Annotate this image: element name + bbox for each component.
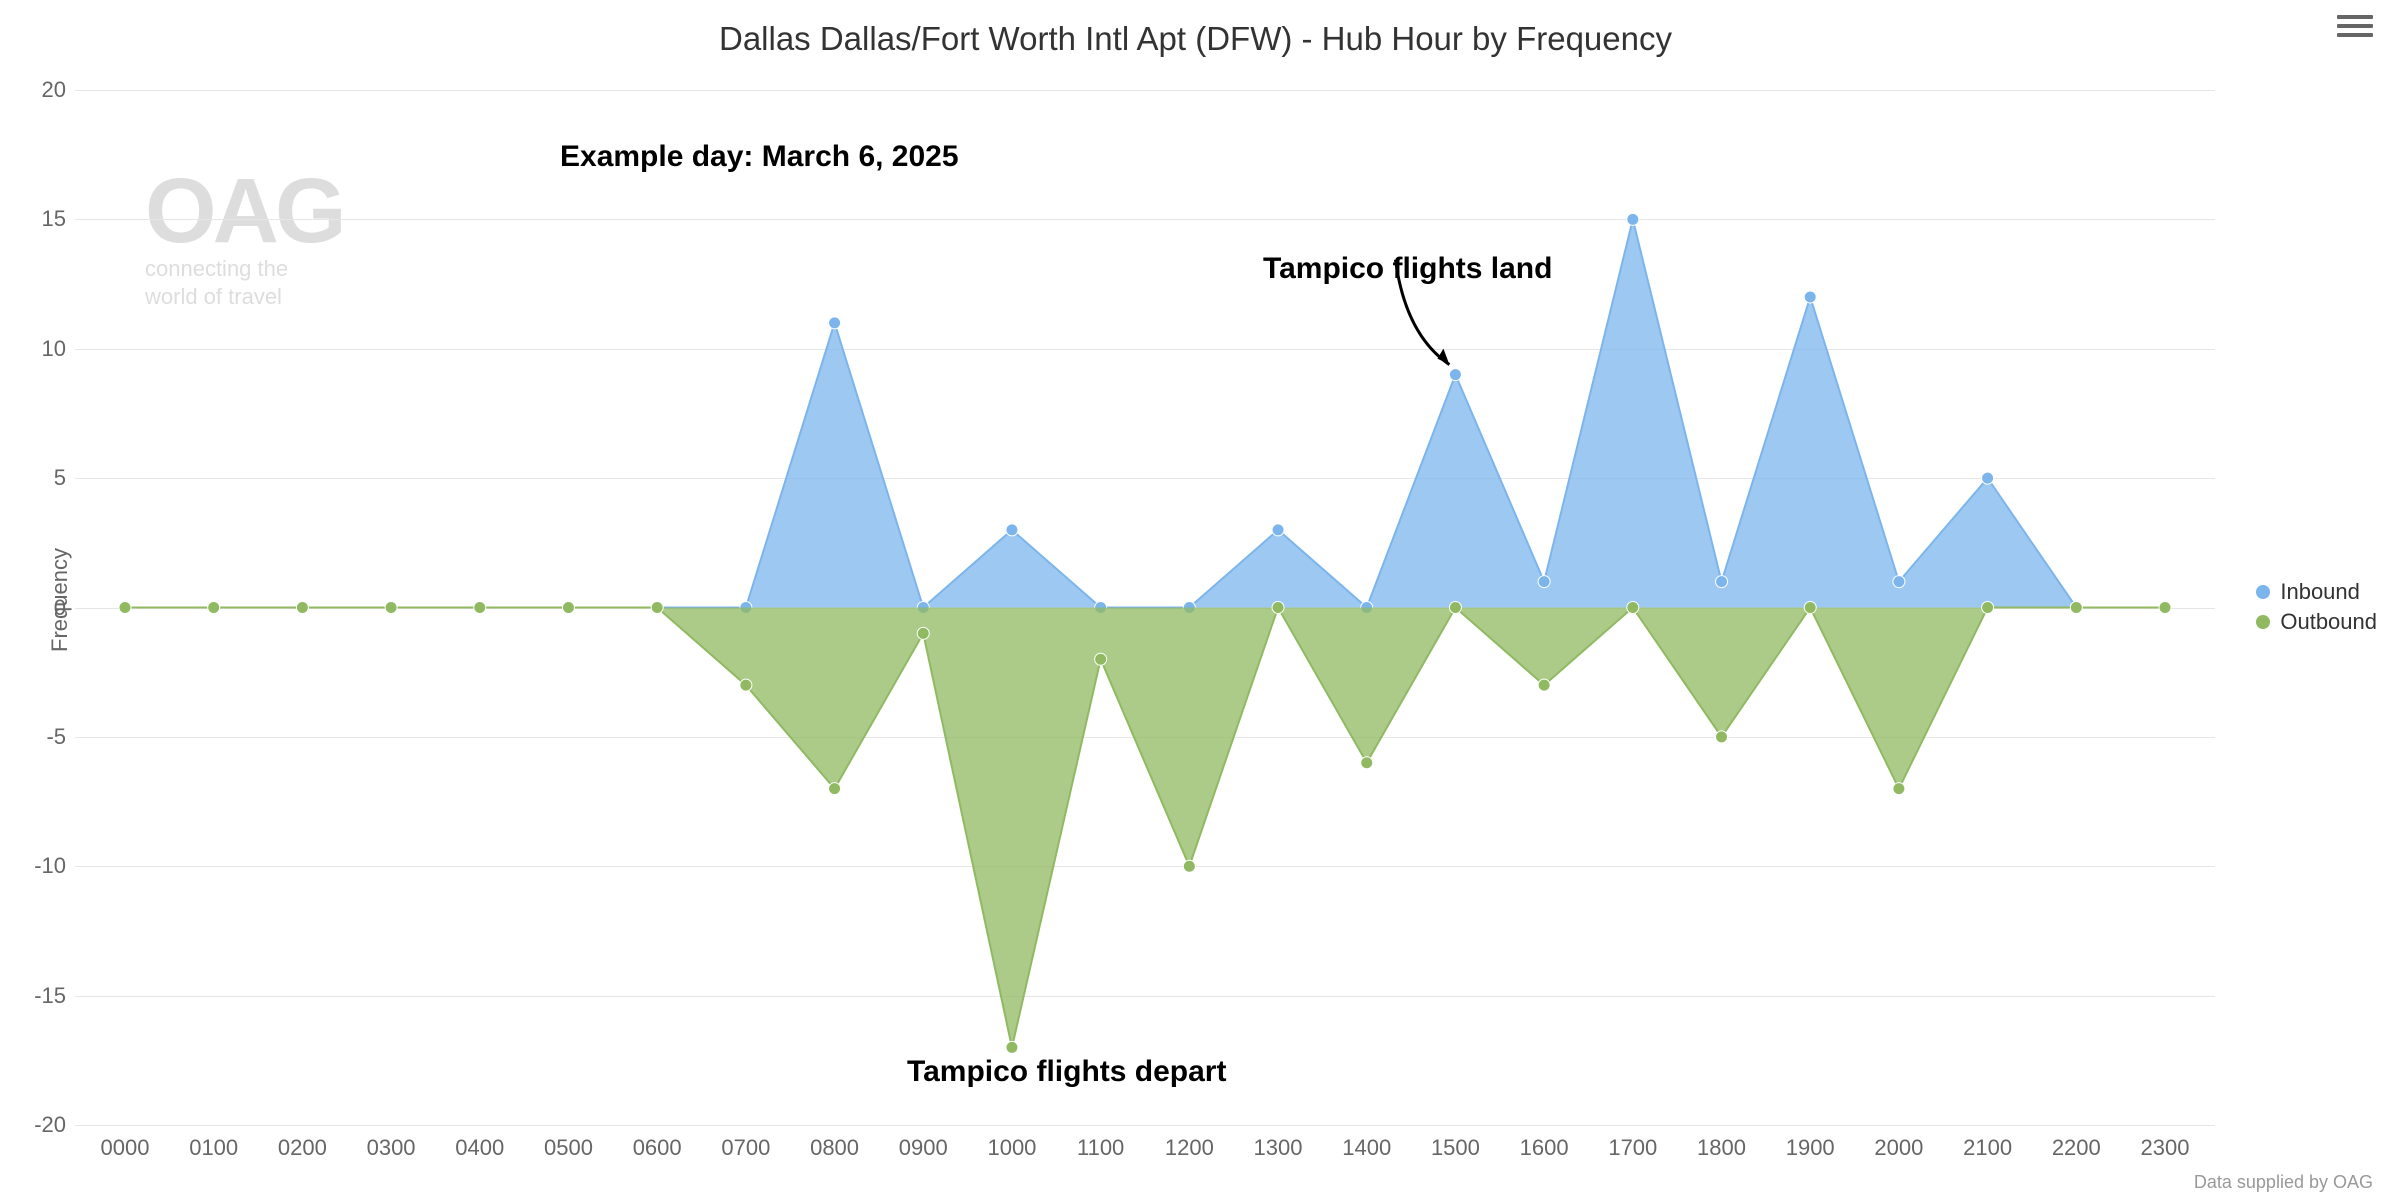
x-tick-label: 2300 <box>2141 1135 2190 1161</box>
series-marker-outbound[interactable] <box>562 602 574 614</box>
x-tick-label: 2000 <box>1874 1135 1923 1161</box>
series-marker-inbound[interactable] <box>1006 524 1018 536</box>
x-tick-label: 0000 <box>101 1135 150 1161</box>
series-marker-inbound[interactable] <box>829 317 841 329</box>
series-marker-outbound[interactable] <box>1982 602 1994 614</box>
x-tick-label: 1500 <box>1431 1135 1480 1161</box>
series-marker-outbound[interactable] <box>1627 602 1639 614</box>
credits: Data supplied by OAG <box>2194 1172 2373 1193</box>
series-marker-outbound[interactable] <box>1183 860 1195 872</box>
y-tick-label: -5 <box>6 724 66 750</box>
series-marker-outbound[interactable] <box>1272 602 1284 614</box>
x-tick-label: 1800 <box>1697 1135 1746 1161</box>
series-marker-outbound[interactable] <box>208 602 220 614</box>
series-marker-outbound[interactable] <box>385 602 397 614</box>
chart-title: Dallas Dallas/Fort Worth Intl Apt (DFW) … <box>0 20 2391 58</box>
x-tick-label: 1200 <box>1165 1135 1214 1161</box>
x-tick-label: 1700 <box>1608 1135 1657 1161</box>
series-marker-inbound[interactable] <box>1982 472 1994 484</box>
x-tick-label: 0500 <box>544 1135 593 1161</box>
chart-menu-button[interactable] <box>2337 10 2373 40</box>
x-tick-label: 1000 <box>987 1135 1036 1161</box>
series-marker-outbound[interactable] <box>1893 783 1905 795</box>
x-tick-label: 0300 <box>367 1135 416 1161</box>
x-tick-label: 0400 <box>455 1135 504 1161</box>
series-marker-outbound[interactable] <box>1538 679 1550 691</box>
series-area-inbound <box>125 219 2165 607</box>
series-marker-outbound[interactable] <box>917 627 929 639</box>
x-tick-label: 2100 <box>1963 1135 2012 1161</box>
y-tick-label: -15 <box>6 983 66 1009</box>
y-tick-label: 10 <box>6 336 66 362</box>
series-marker-inbound[interactable] <box>1716 576 1728 588</box>
series-marker-outbound[interactable] <box>474 602 486 614</box>
series-marker-outbound[interactable] <box>1361 757 1373 769</box>
legend-marker-outbound <box>2256 615 2270 629</box>
series-marker-inbound[interactable] <box>1804 291 1816 303</box>
x-tick-label: 1100 <box>1077 1135 1124 1161</box>
series-marker-inbound[interactable] <box>1538 576 1550 588</box>
series-area-outbound <box>125 608 2165 1048</box>
y-tick-label: 5 <box>6 465 66 491</box>
series-marker-outbound[interactable] <box>1095 653 1107 665</box>
series-marker-outbound[interactable] <box>740 679 752 691</box>
chart-plot-area <box>75 90 2215 1125</box>
series-marker-outbound[interactable] <box>2159 602 2171 614</box>
x-tick-label: 0200 <box>278 1135 327 1161</box>
series-marker-inbound[interactable] <box>1627 213 1639 225</box>
legend: Inbound Outbound <box>2256 575 2377 639</box>
series-marker-outbound[interactable] <box>1449 602 1461 614</box>
x-tick-label: 1600 <box>1520 1135 1569 1161</box>
series-marker-outbound[interactable] <box>651 602 663 614</box>
series-marker-inbound[interactable] <box>1893 576 1905 588</box>
x-tick-label: 0600 <box>633 1135 682 1161</box>
y-tick-label: -20 <box>6 1112 66 1138</box>
hamburger-bar <box>2337 33 2373 37</box>
x-tick-label: 1400 <box>1342 1135 1391 1161</box>
legend-label-outbound: Outbound <box>2280 609 2377 635</box>
x-tick-label: 0700 <box>721 1135 770 1161</box>
series-marker-outbound[interactable] <box>1716 731 1728 743</box>
y-tick-label: 15 <box>6 206 66 232</box>
gridline <box>75 1125 2215 1126</box>
series-marker-outbound[interactable] <box>119 602 131 614</box>
hamburger-bar <box>2337 24 2373 28</box>
series-marker-inbound[interactable] <box>1449 369 1461 381</box>
legend-marker-inbound <box>2256 585 2270 599</box>
hamburger-bar <box>2337 15 2373 19</box>
x-tick-label: 0100 <box>189 1135 238 1161</box>
annotation-arrowhead-land <box>1437 349 1449 365</box>
y-tick-label: 20 <box>6 77 66 103</box>
y-tick-label: 0 <box>6 595 66 621</box>
legend-item-outbound[interactable]: Outbound <box>2256 609 2377 635</box>
series-marker-outbound[interactable] <box>1006 1041 1018 1053</box>
x-tick-label: 0900 <box>899 1135 948 1161</box>
series-marker-outbound[interactable] <box>1804 602 1816 614</box>
series-marker-outbound[interactable] <box>829 783 841 795</box>
series-marker-outbound[interactable] <box>2070 602 2082 614</box>
annotation-example-day: Example day: March 6, 2025 <box>560 140 959 174</box>
x-tick-label: 2200 <box>2052 1135 2101 1161</box>
legend-item-inbound[interactable]: Inbound <box>2256 579 2377 605</box>
x-tick-label: 1300 <box>1254 1135 1303 1161</box>
x-tick-label: 0800 <box>810 1135 859 1161</box>
annotation-tampico-depart: Tampico flights depart <box>907 1055 1226 1089</box>
annotation-tampico-land: Tampico flights land <box>1263 252 1552 286</box>
y-tick-label: -10 <box>6 853 66 879</box>
legend-label-inbound: Inbound <box>2280 579 2360 605</box>
series-marker-outbound[interactable] <box>296 602 308 614</box>
x-tick-label: 1900 <box>1786 1135 1835 1161</box>
series-marker-inbound[interactable] <box>1272 524 1284 536</box>
